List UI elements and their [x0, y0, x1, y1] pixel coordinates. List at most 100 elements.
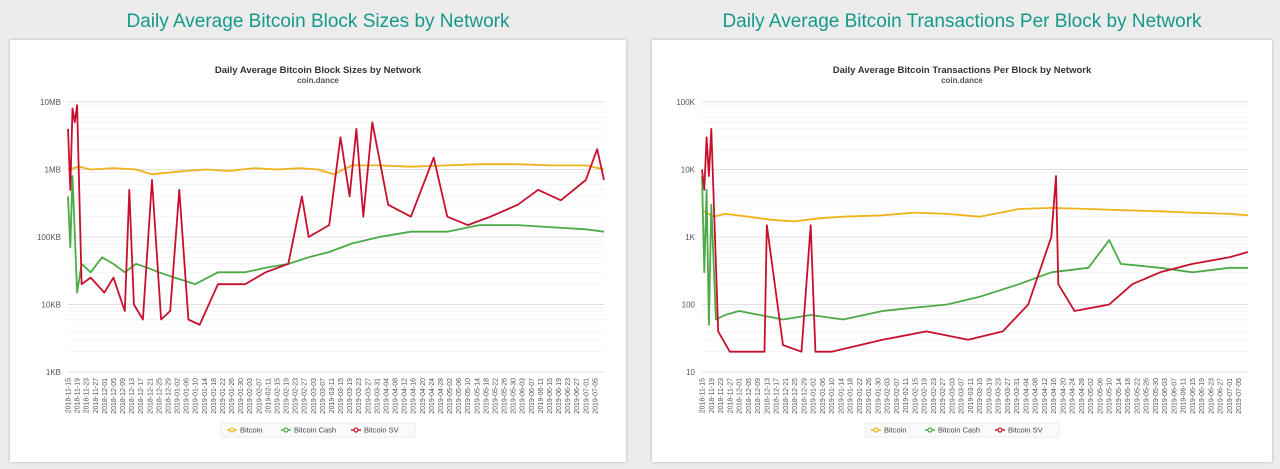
x-tick-label: 2019-04-16 [1051, 378, 1058, 414]
x-tick-label: 2019-04-24 [1070, 378, 1077, 414]
x-tick-label: 2019-06-11 [1181, 378, 1188, 413]
x-tick-label: 2018-11-15 [66, 378, 73, 413]
x-tick-label: 2018-12-21 [783, 378, 790, 414]
transactions-chart-panel: Daily Average Bitcoin Transactions Per B… [652, 40, 1272, 462]
x-tick-label: 2019-01-06 [184, 378, 191, 414]
x-tick-label: 2019-01-22 [857, 378, 864, 414]
transactions-per-block-chart: Daily Average Bitcoin Transactions Per B… [676, 65, 1249, 438]
x-tick-label: 2018-11-15 [700, 378, 707, 413]
x-tick-label: 2019-02-11 [903, 378, 910, 413]
y-tick-label: 1K [685, 233, 695, 242]
legend-item-bitcoin-cash[interactable]: Bitcoin Cash [925, 426, 980, 435]
x-tick-label: 2018-12-29 [801, 378, 808, 414]
y-tick-label: 100KB [37, 233, 61, 242]
x-tick-label: 2018-11-23 [718, 378, 725, 413]
x-tick-label: 2019-05-26 [502, 378, 509, 414]
x-tick-label: 2019-06-03 [520, 378, 527, 414]
legend-item-bitcoin[interactable]: Bitcoin [227, 426, 263, 435]
x-tick-label: 2019-01-18 [211, 378, 218, 414]
x-tick-label: 2019-02-07 [256, 378, 263, 414]
x-tick-label: 2019-04-20 [1060, 378, 1067, 414]
x-tick-label: 2019-03-27 [365, 378, 372, 414]
x-tick-label: 2019-04-08 [393, 378, 400, 414]
series-line-bitcoin [701, 206, 1249, 223]
legend-marker [283, 427, 289, 433]
x-tick-label: 2019-06-15 [547, 378, 554, 414]
x-tick-label: 2019-05-14 [1116, 378, 1123, 414]
series-line-bitcoin [67, 163, 605, 176]
x-tick-label: 2019-04-28 [438, 378, 445, 414]
x-tick-label: 2019-05-26 [1144, 378, 1151, 414]
x-tick-label: 2019-02-19 [284, 378, 291, 414]
x-tick-label: 2018-11-19 [709, 378, 716, 413]
x-tick-label: 2019-01-30 [875, 378, 882, 414]
x-tick-label: 2018-12-01 [737, 378, 744, 414]
block-size-chart-panel: Daily Average Bitcoin Block Sizes by Net… [10, 40, 626, 462]
x-tick-label: 2019-04-24 [429, 378, 436, 414]
legend-marker [229, 427, 235, 433]
x-tick-label: 2019-01-10 [193, 378, 200, 414]
y-tick-label: 100K [676, 98, 695, 107]
x-tick-label: 2019-02-27 [940, 378, 947, 414]
x-tick-label: 2019-02-15 [912, 378, 919, 414]
x-tick-label: 2019-02-27 [302, 378, 309, 414]
x-tick-label: 2019-05-22 [492, 378, 499, 414]
x-tick-label: 2019-03-27 [1005, 378, 1012, 414]
legend-box [864, 422, 1060, 438]
x-tick-label: 2019-03-15 [977, 378, 984, 414]
x-tick-label: 2019-01-02 [175, 378, 182, 414]
x-tick-label: 2018-11-27 [727, 378, 734, 413]
x-tick-label: 2018-12-25 [792, 378, 799, 414]
x-tick-label: 2019-05-14 [474, 378, 481, 414]
x-tick-label: 2019-06-11 [538, 378, 545, 413]
x-tick-label: 2019-04-08 [1033, 378, 1040, 414]
x-tick-label: 2019-05-30 [1153, 378, 1160, 414]
right-chart-heading: Daily Average Bitcoin Transactions Per B… [722, 11, 1202, 32]
x-tick-label: 2018-12-09 [755, 378, 762, 414]
x-tick-label: 2019-01-22 [220, 378, 227, 414]
legend-marker [927, 427, 933, 433]
x-tick-label: 2019-03-31 [374, 378, 381, 414]
legend-marker [873, 427, 879, 433]
x-tick-label: 2019-06-07 [529, 378, 536, 414]
y-tick-label: 10KB [41, 301, 61, 310]
x-tick-label: 2019-07-05 [592, 378, 599, 414]
legend-item-bitcoin-sv[interactable]: Bitcoin SV [351, 426, 399, 435]
x-tick-label: 2018-11-19 [75, 378, 82, 413]
chart-subtitle: coin.dance [297, 76, 339, 85]
x-tick-label: 2019-03-03 [311, 378, 318, 414]
x-tick-label: 2019-06-19 [556, 378, 563, 414]
x-tick-label: 2019-06-27 [574, 378, 581, 414]
legend-label: Bitcoin Cash [938, 426, 980, 435]
x-tick-label: 2019-04-12 [1042, 378, 1049, 414]
legend-item-bitcoin-cash[interactable]: Bitcoin Cash [281, 426, 336, 435]
block-size-chart: Daily Average Bitcoin Block Sizes by Net… [37, 65, 605, 438]
legend-label: Bitcoin Cash [294, 426, 336, 435]
x-tick-label: 2019-07-05 [1236, 378, 1243, 414]
x-tick-label: 2019-04-20 [420, 378, 427, 414]
x-tick-label: 2019-03-19 [347, 378, 354, 414]
x-tick-label: 2019-02-23 [931, 378, 938, 414]
legend-item-bitcoin-sv[interactable]: Bitcoin SV [995, 426, 1043, 435]
x-tick-label: 2019-06-07 [1171, 378, 1178, 414]
x-tick-label: 2019-01-26 [229, 378, 236, 414]
x-tick-label: 2019-05-02 [447, 378, 454, 414]
x-tick-label: 2018-12-09 [120, 378, 127, 414]
x-tick-label: 2019-05-22 [1134, 378, 1141, 414]
x-tick-label: 2018-12-25 [156, 378, 163, 414]
x-tick-label: 2019-06-27 [1218, 378, 1225, 414]
x-tick-label: 2018-11-23 [84, 378, 91, 413]
x-tick-label: 2019-01-30 [238, 378, 245, 414]
x-tick-label: 2019-01-18 [848, 378, 855, 414]
chart-title: Daily Average Bitcoin Block Sizes by Net… [215, 65, 422, 76]
x-tick-label: 2019-03-23 [996, 378, 1003, 414]
x-tick-label: 2019-04-04 [383, 378, 390, 414]
x-tick-label: 2018-12-13 [764, 378, 771, 414]
x-tick-label: 2019-05-10 [1107, 378, 1114, 414]
y-tick-label: 1KB [46, 368, 61, 377]
x-tick-label: 2018-11-27 [93, 378, 100, 413]
x-tick-label: 2018-12-05 [746, 378, 753, 414]
x-tick-label: 2019-01-10 [829, 378, 836, 414]
x-tick-label: 2019-03-19 [986, 378, 993, 414]
legend-item-bitcoin[interactable]: Bitcoin [871, 426, 907, 435]
